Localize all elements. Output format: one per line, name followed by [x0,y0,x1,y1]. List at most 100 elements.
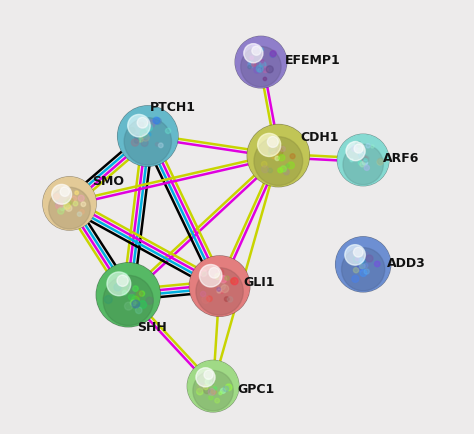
Circle shape [286,164,289,168]
Circle shape [336,238,390,292]
Circle shape [147,133,151,137]
Text: SMO: SMO [92,175,124,188]
Circle shape [360,270,367,277]
Circle shape [131,140,139,147]
Text: PTCH1: PTCH1 [150,101,196,114]
Circle shape [252,45,258,50]
Circle shape [125,302,133,310]
Circle shape [359,154,364,159]
Circle shape [371,145,374,149]
Circle shape [269,150,275,157]
Circle shape [248,66,251,69]
Circle shape [261,61,264,64]
Circle shape [356,142,361,148]
Circle shape [129,128,135,134]
Circle shape [353,256,360,263]
Circle shape [261,68,264,72]
Circle shape [374,262,380,267]
Circle shape [128,287,135,294]
Circle shape [358,267,363,272]
Circle shape [244,45,263,64]
Circle shape [73,202,78,207]
Circle shape [280,147,285,152]
Circle shape [140,130,147,138]
Circle shape [63,204,69,210]
Circle shape [190,257,249,316]
Text: ARF6: ARF6 [383,152,419,165]
Circle shape [200,265,222,287]
Circle shape [209,268,219,279]
Circle shape [256,66,263,73]
Circle shape [209,380,214,385]
Circle shape [122,273,127,278]
Circle shape [343,145,383,185]
Circle shape [128,115,150,138]
Circle shape [155,143,159,147]
Circle shape [363,161,367,166]
Circle shape [248,62,254,69]
Circle shape [364,264,368,268]
Circle shape [352,276,359,283]
Circle shape [216,269,224,276]
Circle shape [364,159,367,163]
Circle shape [257,134,281,157]
Circle shape [363,156,369,163]
Circle shape [125,289,130,293]
Circle shape [235,37,287,89]
Circle shape [263,78,266,82]
Text: CDH1: CDH1 [300,130,338,143]
Circle shape [117,276,128,287]
Circle shape [142,135,149,142]
Circle shape [196,268,243,316]
Circle shape [358,161,363,166]
Circle shape [250,57,254,60]
Circle shape [228,297,233,302]
Circle shape [67,198,73,205]
Circle shape [187,361,239,412]
Circle shape [80,210,84,215]
Circle shape [231,278,238,285]
Circle shape [241,47,281,88]
Circle shape [203,385,209,390]
Circle shape [52,185,72,205]
Circle shape [267,137,278,148]
Circle shape [118,107,178,167]
Circle shape [137,291,143,297]
Circle shape [139,123,144,128]
Circle shape [77,213,82,217]
Circle shape [254,138,303,186]
Circle shape [141,140,148,147]
Circle shape [358,259,364,263]
Circle shape [165,129,171,134]
Circle shape [196,368,215,387]
Circle shape [270,52,276,58]
Circle shape [133,286,138,292]
Circle shape [209,383,215,389]
Circle shape [359,263,365,269]
Circle shape [361,259,365,263]
Circle shape [247,125,310,187]
Circle shape [138,138,143,143]
Circle shape [75,191,79,195]
Circle shape [275,157,279,161]
Circle shape [224,297,229,302]
Circle shape [223,386,228,391]
Circle shape [217,288,220,292]
Circle shape [135,135,139,140]
Circle shape [208,388,215,396]
Circle shape [354,268,359,273]
Circle shape [211,389,217,395]
Circle shape [64,204,70,210]
Circle shape [219,276,227,283]
Circle shape [196,385,203,392]
Text: GLI1: GLI1 [244,276,275,289]
Circle shape [262,166,268,173]
Circle shape [220,290,224,294]
Circle shape [279,155,285,161]
Circle shape [200,270,207,277]
Circle shape [252,63,256,67]
Circle shape [225,276,229,281]
Circle shape [262,162,267,168]
Circle shape [132,300,140,308]
Circle shape [215,398,219,403]
